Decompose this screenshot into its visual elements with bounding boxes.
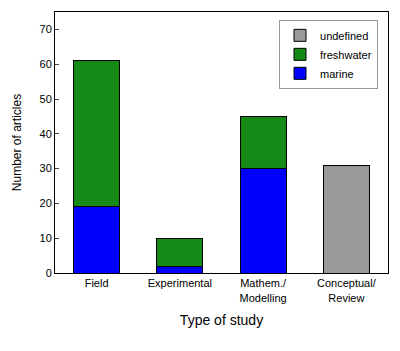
- svg-text:Type of study: Type of study: [180, 312, 263, 328]
- svg-text:10: 10: [40, 232, 52, 244]
- svg-text:30: 30: [40, 162, 52, 174]
- svg-text:70: 70: [40, 23, 52, 35]
- svg-text:marine: marine: [320, 68, 354, 80]
- svg-text:undefined: undefined: [320, 30, 368, 42]
- svg-text:freshwater: freshwater: [320, 49, 372, 61]
- svg-text:50: 50: [40, 93, 52, 105]
- svg-text:20: 20: [40, 197, 52, 209]
- svg-text:Mathem./Modelling: Mathem./Modelling: [240, 277, 287, 303]
- svg-text:Number of articles: Number of articles: [10, 94, 24, 191]
- svg-text:Field: Field: [85, 277, 109, 289]
- svg-text:60: 60: [40, 58, 52, 70]
- svg-text:0: 0: [46, 267, 52, 279]
- svg-text:Experimental: Experimental: [148, 277, 212, 289]
- svg-text:40: 40: [40, 128, 52, 140]
- svg-text:Conceptual/Review: Conceptual/Review: [317, 277, 377, 303]
